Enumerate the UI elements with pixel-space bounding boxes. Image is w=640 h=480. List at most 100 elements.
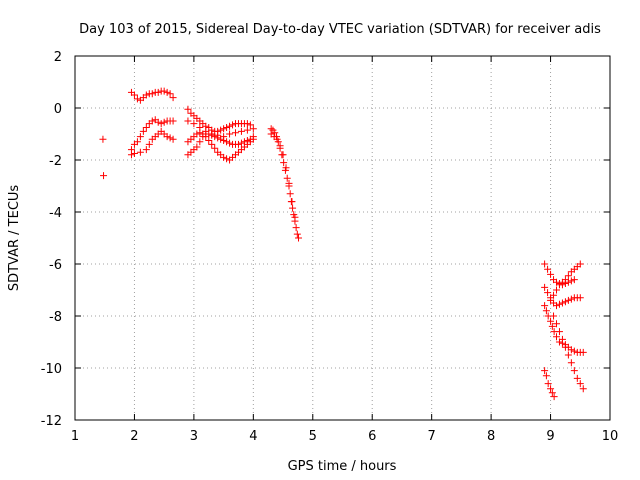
data-point bbox=[160, 118, 168, 126]
data-point bbox=[154, 88, 162, 96]
series-steep-arc-4h bbox=[267, 125, 303, 242]
data-point bbox=[220, 153, 228, 161]
data-point bbox=[573, 374, 581, 382]
data-point bbox=[553, 302, 560, 310]
series-arc-3h-c bbox=[184, 129, 257, 164]
data-point bbox=[558, 335, 566, 343]
data-point bbox=[292, 224, 300, 232]
x-tick-label: 2 bbox=[130, 429, 138, 444]
x-tick-label: 4 bbox=[249, 429, 257, 444]
y-tick-label: -10 bbox=[41, 362, 62, 377]
data-point bbox=[293, 230, 301, 238]
data-point bbox=[555, 328, 563, 336]
data-point bbox=[220, 133, 228, 141]
series-steep-arc-4h-b bbox=[267, 130, 299, 221]
data-point bbox=[282, 164, 290, 172]
data-point bbox=[249, 125, 257, 133]
data-point bbox=[148, 90, 156, 98]
data-point bbox=[157, 120, 165, 128]
data-point bbox=[163, 88, 171, 96]
data-point bbox=[289, 204, 297, 212]
x-tick-label: 10 bbox=[602, 429, 619, 444]
data-point bbox=[208, 140, 216, 148]
y-tick-labels: 2 0 -2 -4 -6 -8 -10 -12 bbox=[41, 50, 62, 429]
data-point bbox=[243, 126, 251, 134]
data-point bbox=[184, 117, 192, 125]
data-point bbox=[136, 133, 144, 141]
data-point bbox=[160, 87, 168, 95]
data-point bbox=[205, 137, 213, 144]
x-tick-label: 8 bbox=[487, 429, 495, 444]
y-tick-label: -8 bbox=[49, 310, 62, 325]
data-point bbox=[232, 129, 239, 137]
data-point bbox=[285, 179, 293, 187]
data-point bbox=[544, 380, 552, 388]
data-point bbox=[561, 298, 569, 306]
data-point bbox=[166, 134, 174, 142]
x-tick-label: 5 bbox=[309, 429, 317, 444]
data-point bbox=[136, 148, 144, 156]
data-point bbox=[570, 347, 578, 355]
data-point bbox=[564, 296, 572, 304]
data-point bbox=[288, 198, 296, 206]
data-point bbox=[229, 121, 237, 129]
data-point bbox=[226, 130, 234, 138]
data-point bbox=[223, 155, 231, 163]
data-point bbox=[570, 276, 578, 284]
data-point bbox=[570, 367, 578, 375]
data-point bbox=[541, 283, 549, 291]
x-tick-labels: 1 2 3 4 5 6 7 8 9 10 bbox=[71, 429, 618, 444]
data-point bbox=[564, 272, 572, 280]
data-point bbox=[163, 133, 171, 141]
data-point bbox=[567, 277, 575, 285]
data-point bbox=[211, 144, 219, 152]
data-point bbox=[169, 135, 177, 143]
data-point bbox=[142, 91, 150, 99]
data-point bbox=[190, 120, 198, 128]
data-point bbox=[295, 234, 303, 242]
data-point bbox=[139, 127, 147, 135]
series-isolated-points bbox=[99, 135, 108, 180]
x-tick-label: 6 bbox=[368, 429, 376, 444]
data-point bbox=[223, 138, 231, 146]
y-axis-title: SDTVAR / TECUs bbox=[7, 185, 22, 292]
plot-frame bbox=[74, 55, 611, 421]
data-point bbox=[220, 125, 228, 133]
series-middle-arc-2h bbox=[127, 116, 177, 154]
data-point bbox=[99, 135, 107, 143]
data-point bbox=[561, 276, 569, 284]
series-arc-3h-d bbox=[184, 117, 257, 141]
y-tick-label: 0 bbox=[54, 102, 62, 117]
data-point bbox=[169, 117, 177, 125]
data-point bbox=[226, 122, 234, 130]
data-point bbox=[142, 146, 150, 154]
data-point bbox=[148, 117, 156, 125]
data-point bbox=[291, 213, 299, 221]
data-point bbox=[553, 286, 560, 294]
data-point bbox=[234, 140, 242, 148]
data-point bbox=[246, 121, 254, 129]
data-point bbox=[576, 380, 584, 388]
data-point bbox=[127, 151, 135, 159]
data-point bbox=[130, 91, 138, 99]
data-point bbox=[541, 260, 549, 268]
y-tick-label: 2 bbox=[54, 50, 62, 65]
x-tick-label: 3 bbox=[190, 429, 198, 444]
data-point bbox=[564, 351, 572, 359]
data-point bbox=[276, 142, 284, 150]
data-point bbox=[553, 320, 560, 328]
data-point bbox=[542, 307, 550, 315]
data-point bbox=[193, 143, 201, 151]
x-axis-title: GPS time / hours bbox=[288, 459, 397, 474]
data-point bbox=[544, 265, 552, 273]
data-point bbox=[133, 138, 141, 146]
y-tick-label: -6 bbox=[49, 258, 62, 273]
data-point bbox=[243, 120, 251, 128]
series-upper-arc-2h bbox=[127, 87, 177, 104]
data-point bbox=[208, 130, 216, 138]
data-point bbox=[548, 322, 556, 330]
data-point bbox=[214, 131, 222, 139]
data-point bbox=[579, 385, 587, 393]
series-arc-9h-d bbox=[541, 302, 587, 356]
data-point bbox=[237, 139, 245, 147]
